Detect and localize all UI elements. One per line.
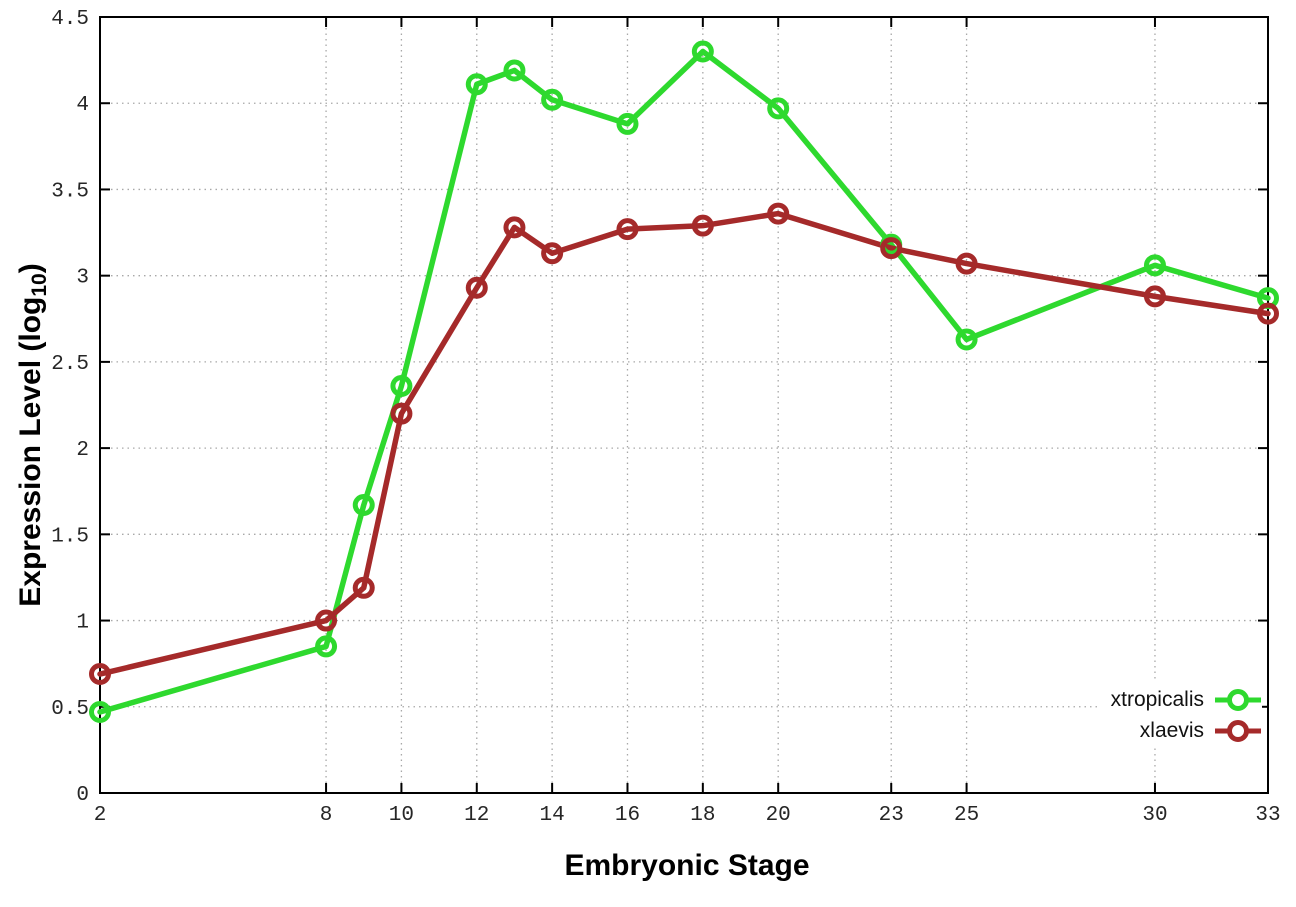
legend-item-xlaevis: xlaevis bbox=[1111, 715, 1262, 746]
y-tick-label: 3 bbox=[76, 267, 89, 290]
series-line-xlaevis bbox=[97, 210, 1271, 677]
legend-marker-xtropicalis-icon bbox=[1215, 688, 1261, 711]
data-point-xtropicalis bbox=[955, 328, 978, 351]
y-tick-label: 0.5 bbox=[51, 698, 89, 721]
data-point-xlaevis bbox=[1143, 285, 1166, 308]
legend: xtropicalis xlaevis bbox=[1096, 682, 1262, 748]
data-point-xtropicalis bbox=[465, 73, 488, 96]
data-point-xlaevis bbox=[1257, 302, 1279, 325]
legend-label: xtropicalis bbox=[1110, 687, 1204, 711]
data-point-xtropicalis bbox=[767, 97, 790, 120]
x-tick-label: 33 bbox=[1255, 804, 1280, 827]
data-point-xtropicalis bbox=[691, 40, 714, 63]
x-tick-label: 14 bbox=[540, 804, 565, 827]
data-point-xtropicalis bbox=[390, 375, 413, 398]
data-point-xlaevis bbox=[955, 252, 978, 275]
y-axis-label: Expression Level (log10) bbox=[14, 263, 51, 607]
data-point-xlaevis bbox=[89, 663, 111, 686]
legend-marker-xlaevis-icon bbox=[1215, 719, 1261, 742]
x-tick-label: 10 bbox=[389, 804, 414, 827]
data-point-xlaevis bbox=[465, 276, 488, 299]
x-tick-label: 18 bbox=[690, 804, 715, 827]
x-tick-label: 2 bbox=[94, 804, 107, 827]
y-tick-label: 2 bbox=[76, 439, 89, 462]
series-line-xtropicalis bbox=[97, 48, 1271, 715]
data-point-xlaevis bbox=[691, 214, 714, 237]
x-tick-label: 8 bbox=[320, 804, 333, 827]
data-point-xtropicalis bbox=[352, 494, 375, 517]
x-tick-label: 23 bbox=[879, 804, 904, 827]
x-tick-label: 20 bbox=[766, 804, 791, 827]
data-point-xlaevis bbox=[352, 576, 375, 599]
data-point-xlaevis bbox=[315, 609, 338, 632]
x-tick-label: 30 bbox=[1142, 804, 1167, 827]
data-point-xtropicalis bbox=[1143, 254, 1166, 277]
y-tick-label: 4 bbox=[76, 94, 89, 117]
legend-label: xlaevis bbox=[1139, 718, 1204, 742]
y-tick-label: 0 bbox=[76, 784, 89, 807]
y-tick-label: 1 bbox=[76, 612, 89, 635]
x-tick-label: 16 bbox=[615, 804, 640, 827]
data-point-xlaevis bbox=[503, 216, 526, 239]
data-point-xtropicalis bbox=[616, 112, 639, 135]
y-tick-label: 1.5 bbox=[51, 525, 89, 548]
x-axis-label: Embryonic Stage bbox=[564, 849, 810, 882]
data-point-xlaevis bbox=[767, 202, 790, 225]
data-point-xtropicalis bbox=[503, 59, 526, 82]
y-tick-label: 4.5 bbox=[51, 8, 89, 31]
y-tick-label: 3.5 bbox=[51, 180, 89, 203]
data-point-xlaevis bbox=[616, 218, 639, 241]
y-tick-label: 2.5 bbox=[51, 353, 89, 376]
data-point-xtropicalis bbox=[89, 700, 111, 723]
legend-item-xtropicalis: xtropicalis bbox=[1111, 684, 1262, 715]
x-tick-label: 25 bbox=[954, 804, 979, 827]
data-point-xtropicalis bbox=[541, 88, 564, 111]
data-point-xlaevis bbox=[390, 402, 413, 425]
data-point-xlaevis bbox=[541, 242, 564, 265]
data-point-xtropicalis bbox=[315, 635, 338, 658]
x-tick-label: 12 bbox=[464, 804, 489, 827]
data-point-xlaevis bbox=[880, 237, 903, 260]
plot-border bbox=[99, 16, 1269, 794]
